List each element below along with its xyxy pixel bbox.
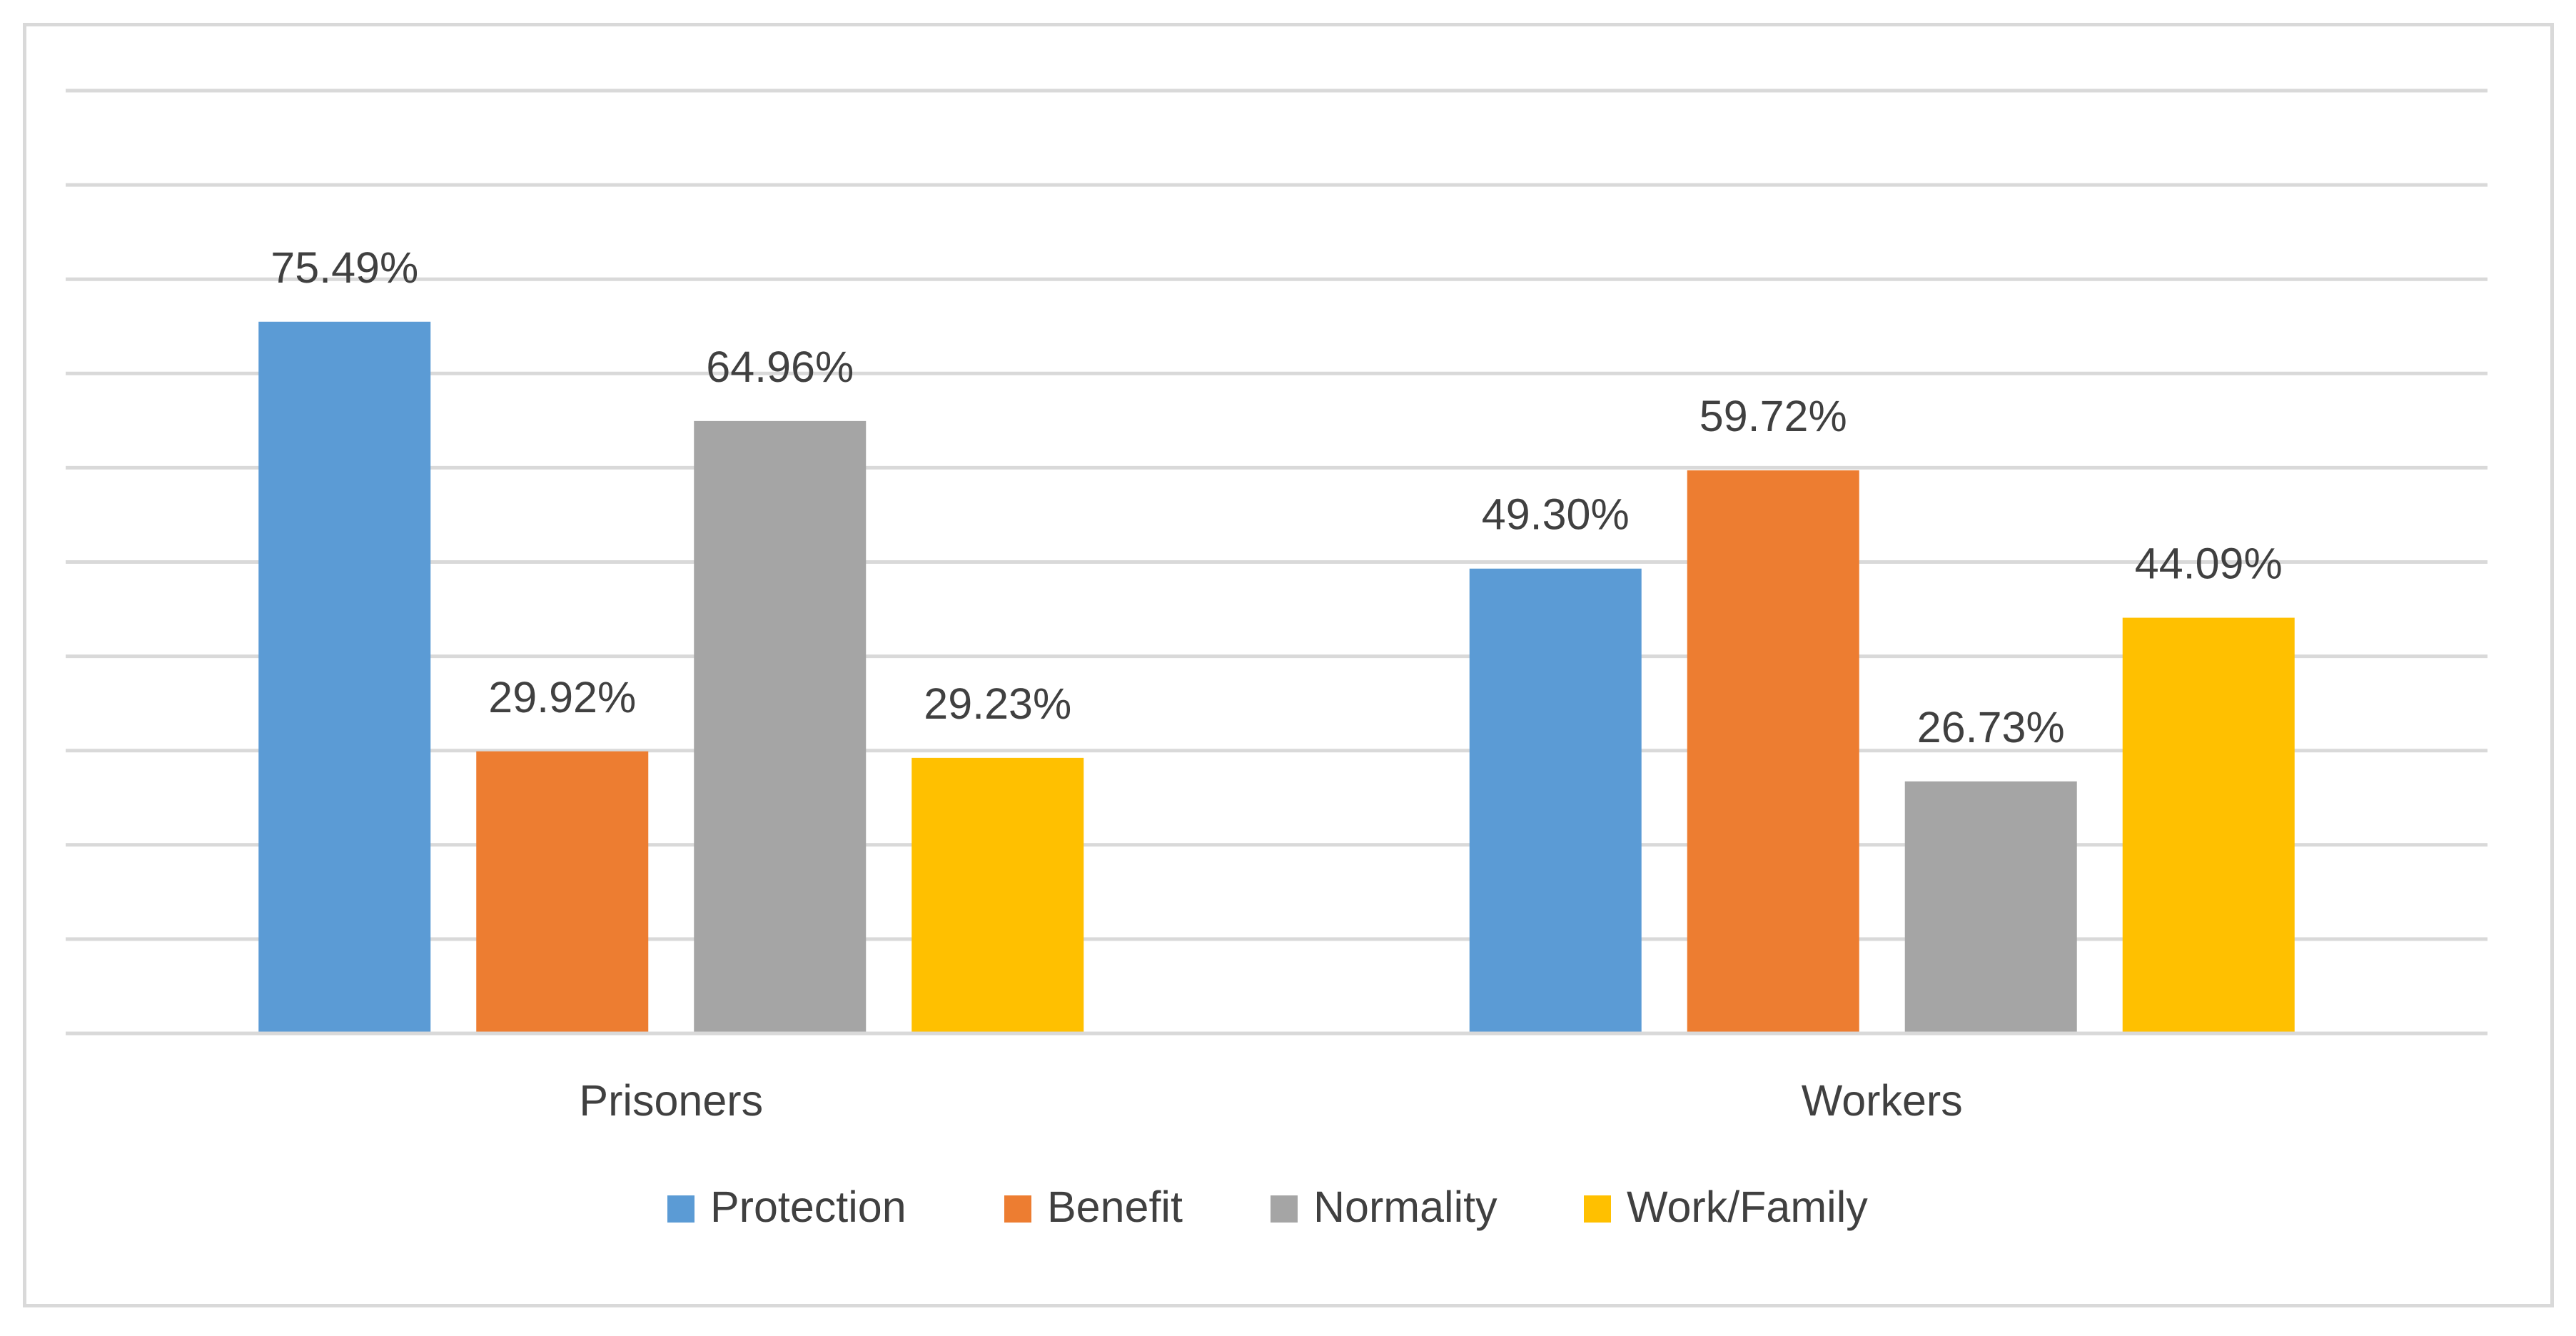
legend-swatch <box>1271 1195 1298 1223</box>
bar-workers-benefit <box>1687 470 1859 1033</box>
bars <box>258 321 2295 1033</box>
data-label: 29.23% <box>924 679 1071 728</box>
data-labels: 75.49% 29.92% 64.96% 29.23% 49.30% 59.72% 26.7… <box>271 243 2282 752</box>
x-axis: Prisoners Workers <box>66 1031 2487 1125</box>
data-label: 44.09% <box>2135 540 2283 588</box>
bar-prisoners-protection <box>258 321 431 1033</box>
legend-swatch <box>1004 1195 1031 1223</box>
bar-workers-normality <box>1904 781 2077 1033</box>
legend: Protection Benefit Normality Work/Family <box>667 1183 1868 1231</box>
legend-label: Work/Family <box>1627 1183 1868 1231</box>
bar-prisoners-work-family <box>911 757 1084 1033</box>
legend-item-normality: Normality <box>1271 1183 1497 1231</box>
bar-workers-work-family <box>2122 617 2295 1033</box>
legend-label: Normality <box>1313 1183 1497 1231</box>
legend-item-work-family: Work/Family <box>1584 1183 1868 1231</box>
legend-swatch <box>667 1195 694 1223</box>
data-label: 26.73% <box>1917 703 2065 752</box>
data-label: 59.72% <box>1699 392 1847 440</box>
legend-label: Protection <box>710 1183 906 1231</box>
data-label: 49.30% <box>1482 490 1630 539</box>
legend-label: Benefit <box>1047 1183 1183 1231</box>
legend-item-benefit: Benefit <box>1004 1183 1183 1231</box>
legend-item-protection: Protection <box>667 1183 906 1231</box>
x-tick-label: Prisoners <box>579 1076 763 1125</box>
bar-prisoners-normality <box>694 420 867 1033</box>
x-tick-label: Workers <box>1802 1076 1963 1125</box>
data-label: 29.92% <box>488 673 636 722</box>
data-label: 75.49% <box>271 243 418 292</box>
gridlines <box>66 88 2487 941</box>
data-label: 64.96% <box>706 343 854 391</box>
legend-swatch <box>1584 1195 1611 1223</box>
bar-workers-protection <box>1469 568 1642 1033</box>
bar-prisoners-benefit <box>476 751 649 1033</box>
